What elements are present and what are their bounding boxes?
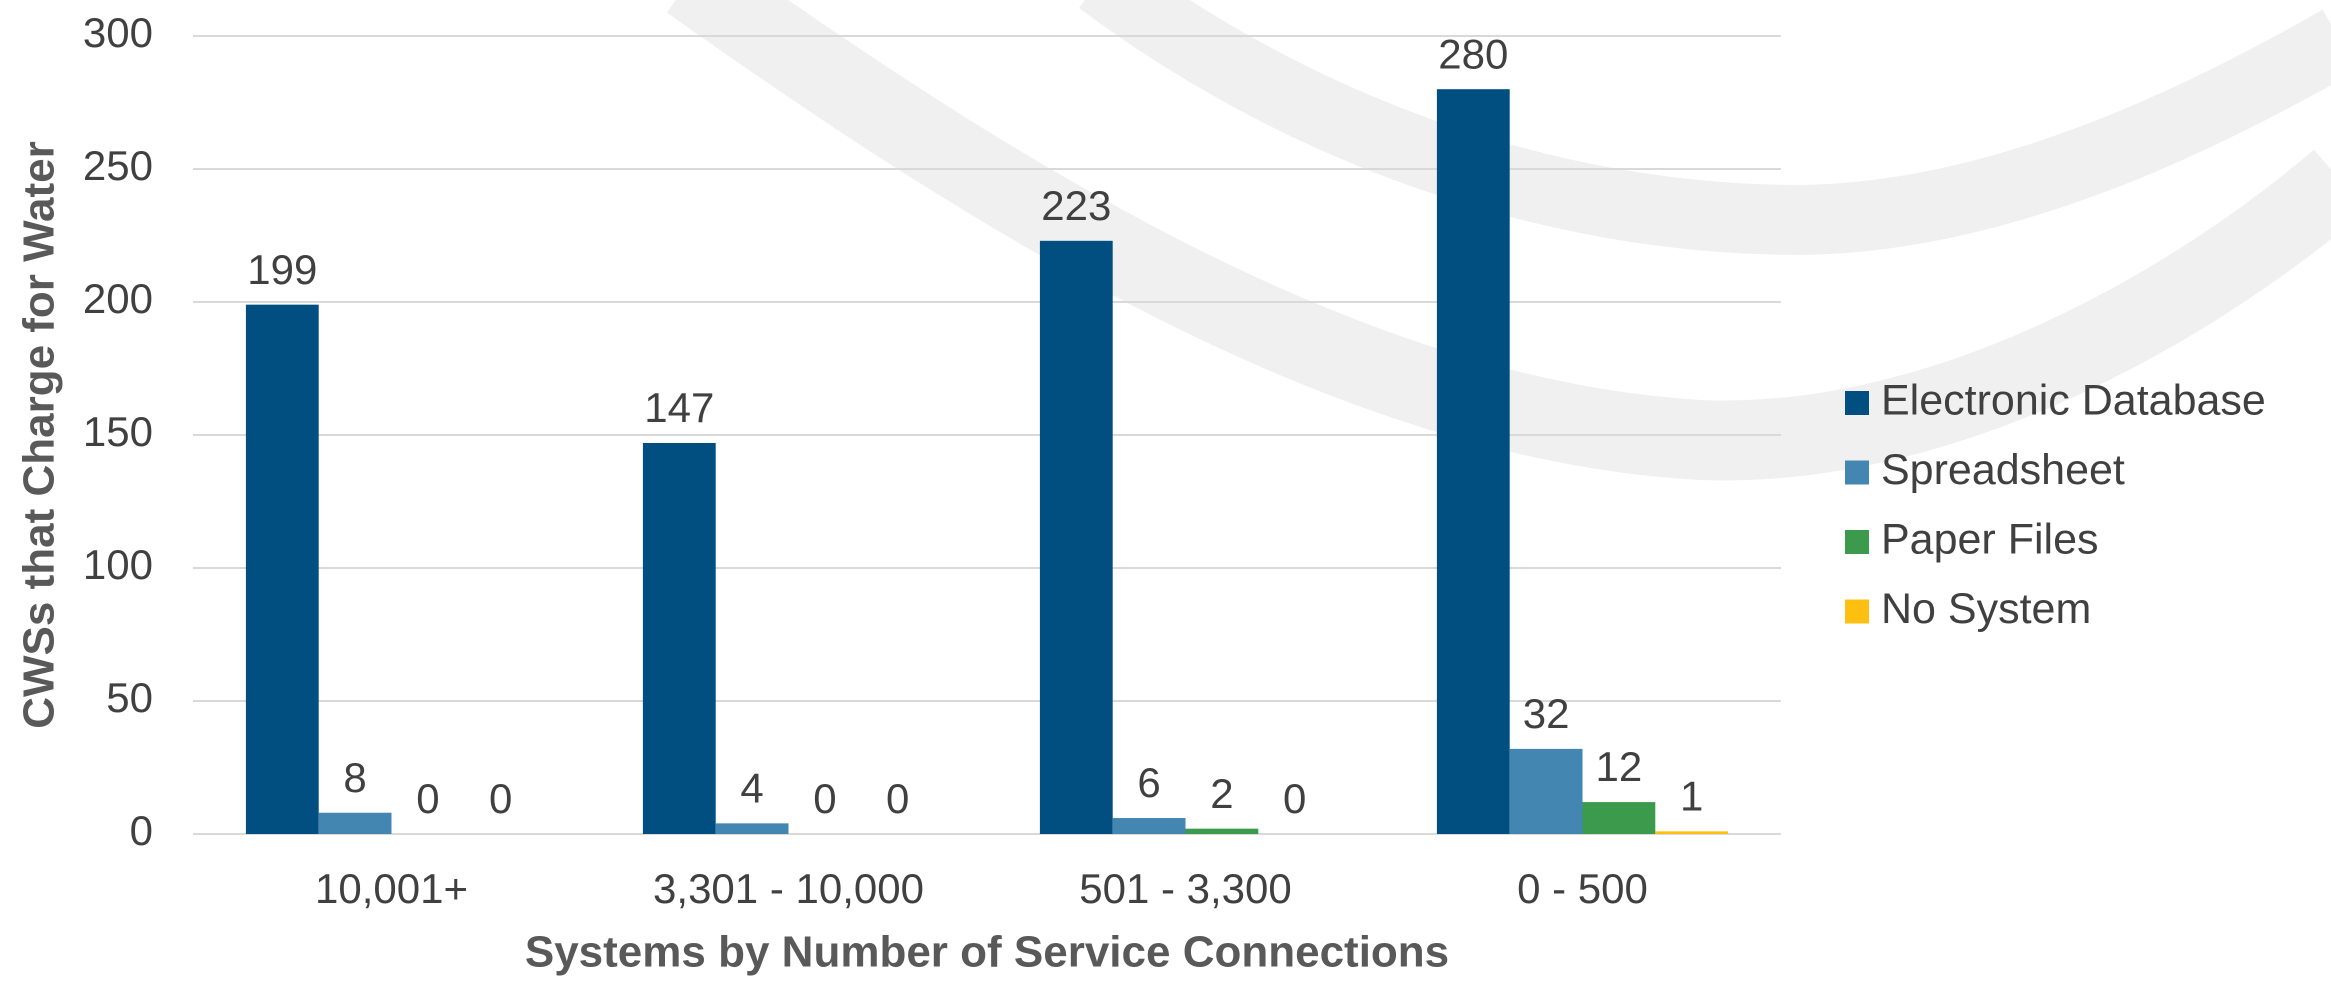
bar [1436, 89, 1510, 834]
y-tick-label: 0 [130, 807, 153, 854]
x-tick-label: 501 - 3,300 [1079, 865, 1292, 912]
y-tick-label: 50 [106, 674, 153, 721]
value-label: 0 [416, 775, 439, 822]
x-tick-label: 3,301 - 10,000 [653, 865, 924, 912]
legend-swatch [1845, 391, 1869, 415]
value-label: 32 [1523, 690, 1570, 737]
value-label: 223 [1041, 182, 1111, 229]
bar [642, 442, 716, 834]
bar [715, 823, 789, 834]
bar [1112, 818, 1186, 834]
y-tick-label: 250 [83, 142, 153, 189]
legend-label: No System [1881, 585, 2091, 633]
legend-swatch [1845, 460, 1869, 485]
grid [193, 35, 1781, 835]
swoosh [1079, 0, 2331, 256]
bar [1655, 831, 1729, 834]
legend-label: Paper Files [1881, 515, 2098, 563]
legend-swatch [1845, 599, 1869, 624]
value-label: 12 [1596, 743, 1643, 790]
value-label: 1 [1680, 772, 1703, 819]
bar [1509, 748, 1583, 834]
bar [318, 812, 392, 834]
background-decoration [666, 0, 2331, 481]
y-tick-label: 200 [83, 275, 153, 322]
y-axis-title: CWSs that Charge for Water [15, 141, 64, 729]
bar [1039, 240, 1113, 834]
x-tick-label: 0 - 500 [1517, 865, 1648, 912]
y-tick-label: 100 [83, 541, 153, 588]
bar [1185, 828, 1259, 834]
bar [1582, 802, 1656, 834]
legend-label: Electronic Database [1881, 376, 2266, 424]
value-label: 4 [740, 764, 763, 811]
legend-label: Spreadsheet [1881, 446, 2125, 494]
value-label: 6 [1137, 759, 1160, 806]
value-label: 0 [489, 775, 512, 822]
bars [245, 89, 1729, 834]
value-label: 8 [343, 754, 366, 801]
legend-swatch [1845, 530, 1869, 554]
bar [245, 304, 319, 834]
y-tick-label: 150 [83, 408, 153, 455]
x-tick-label: 10,001+ [315, 865, 468, 912]
value-label: 0 [813, 775, 836, 822]
swoosh [666, 0, 2331, 481]
y-tick-label: 300 [83, 9, 153, 56]
x-axis-title: Systems by Number of Service Connections [525, 928, 1449, 977]
value-label: 199 [247, 246, 317, 293]
value-label: 0 [886, 775, 909, 822]
value-label: 2 [1210, 770, 1233, 817]
value-label: 147 [644, 384, 714, 431]
value-label: 280 [1438, 30, 1508, 77]
value-label: 0 [1283, 775, 1306, 822]
